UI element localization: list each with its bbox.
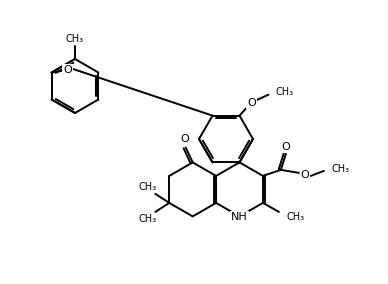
Text: O: O bbox=[63, 64, 72, 74]
Text: CH₃: CH₃ bbox=[275, 87, 294, 97]
Text: CH₃: CH₃ bbox=[287, 212, 305, 222]
Text: CH₃: CH₃ bbox=[332, 164, 350, 174]
Text: CH₃: CH₃ bbox=[138, 182, 156, 192]
Text: CH₃: CH₃ bbox=[66, 34, 84, 44]
Text: O: O bbox=[180, 134, 189, 144]
Text: O: O bbox=[282, 142, 290, 152]
Text: O: O bbox=[301, 170, 309, 180]
Text: NH: NH bbox=[231, 212, 248, 222]
Text: O: O bbox=[247, 98, 256, 108]
Text: CH₃: CH₃ bbox=[138, 214, 156, 224]
